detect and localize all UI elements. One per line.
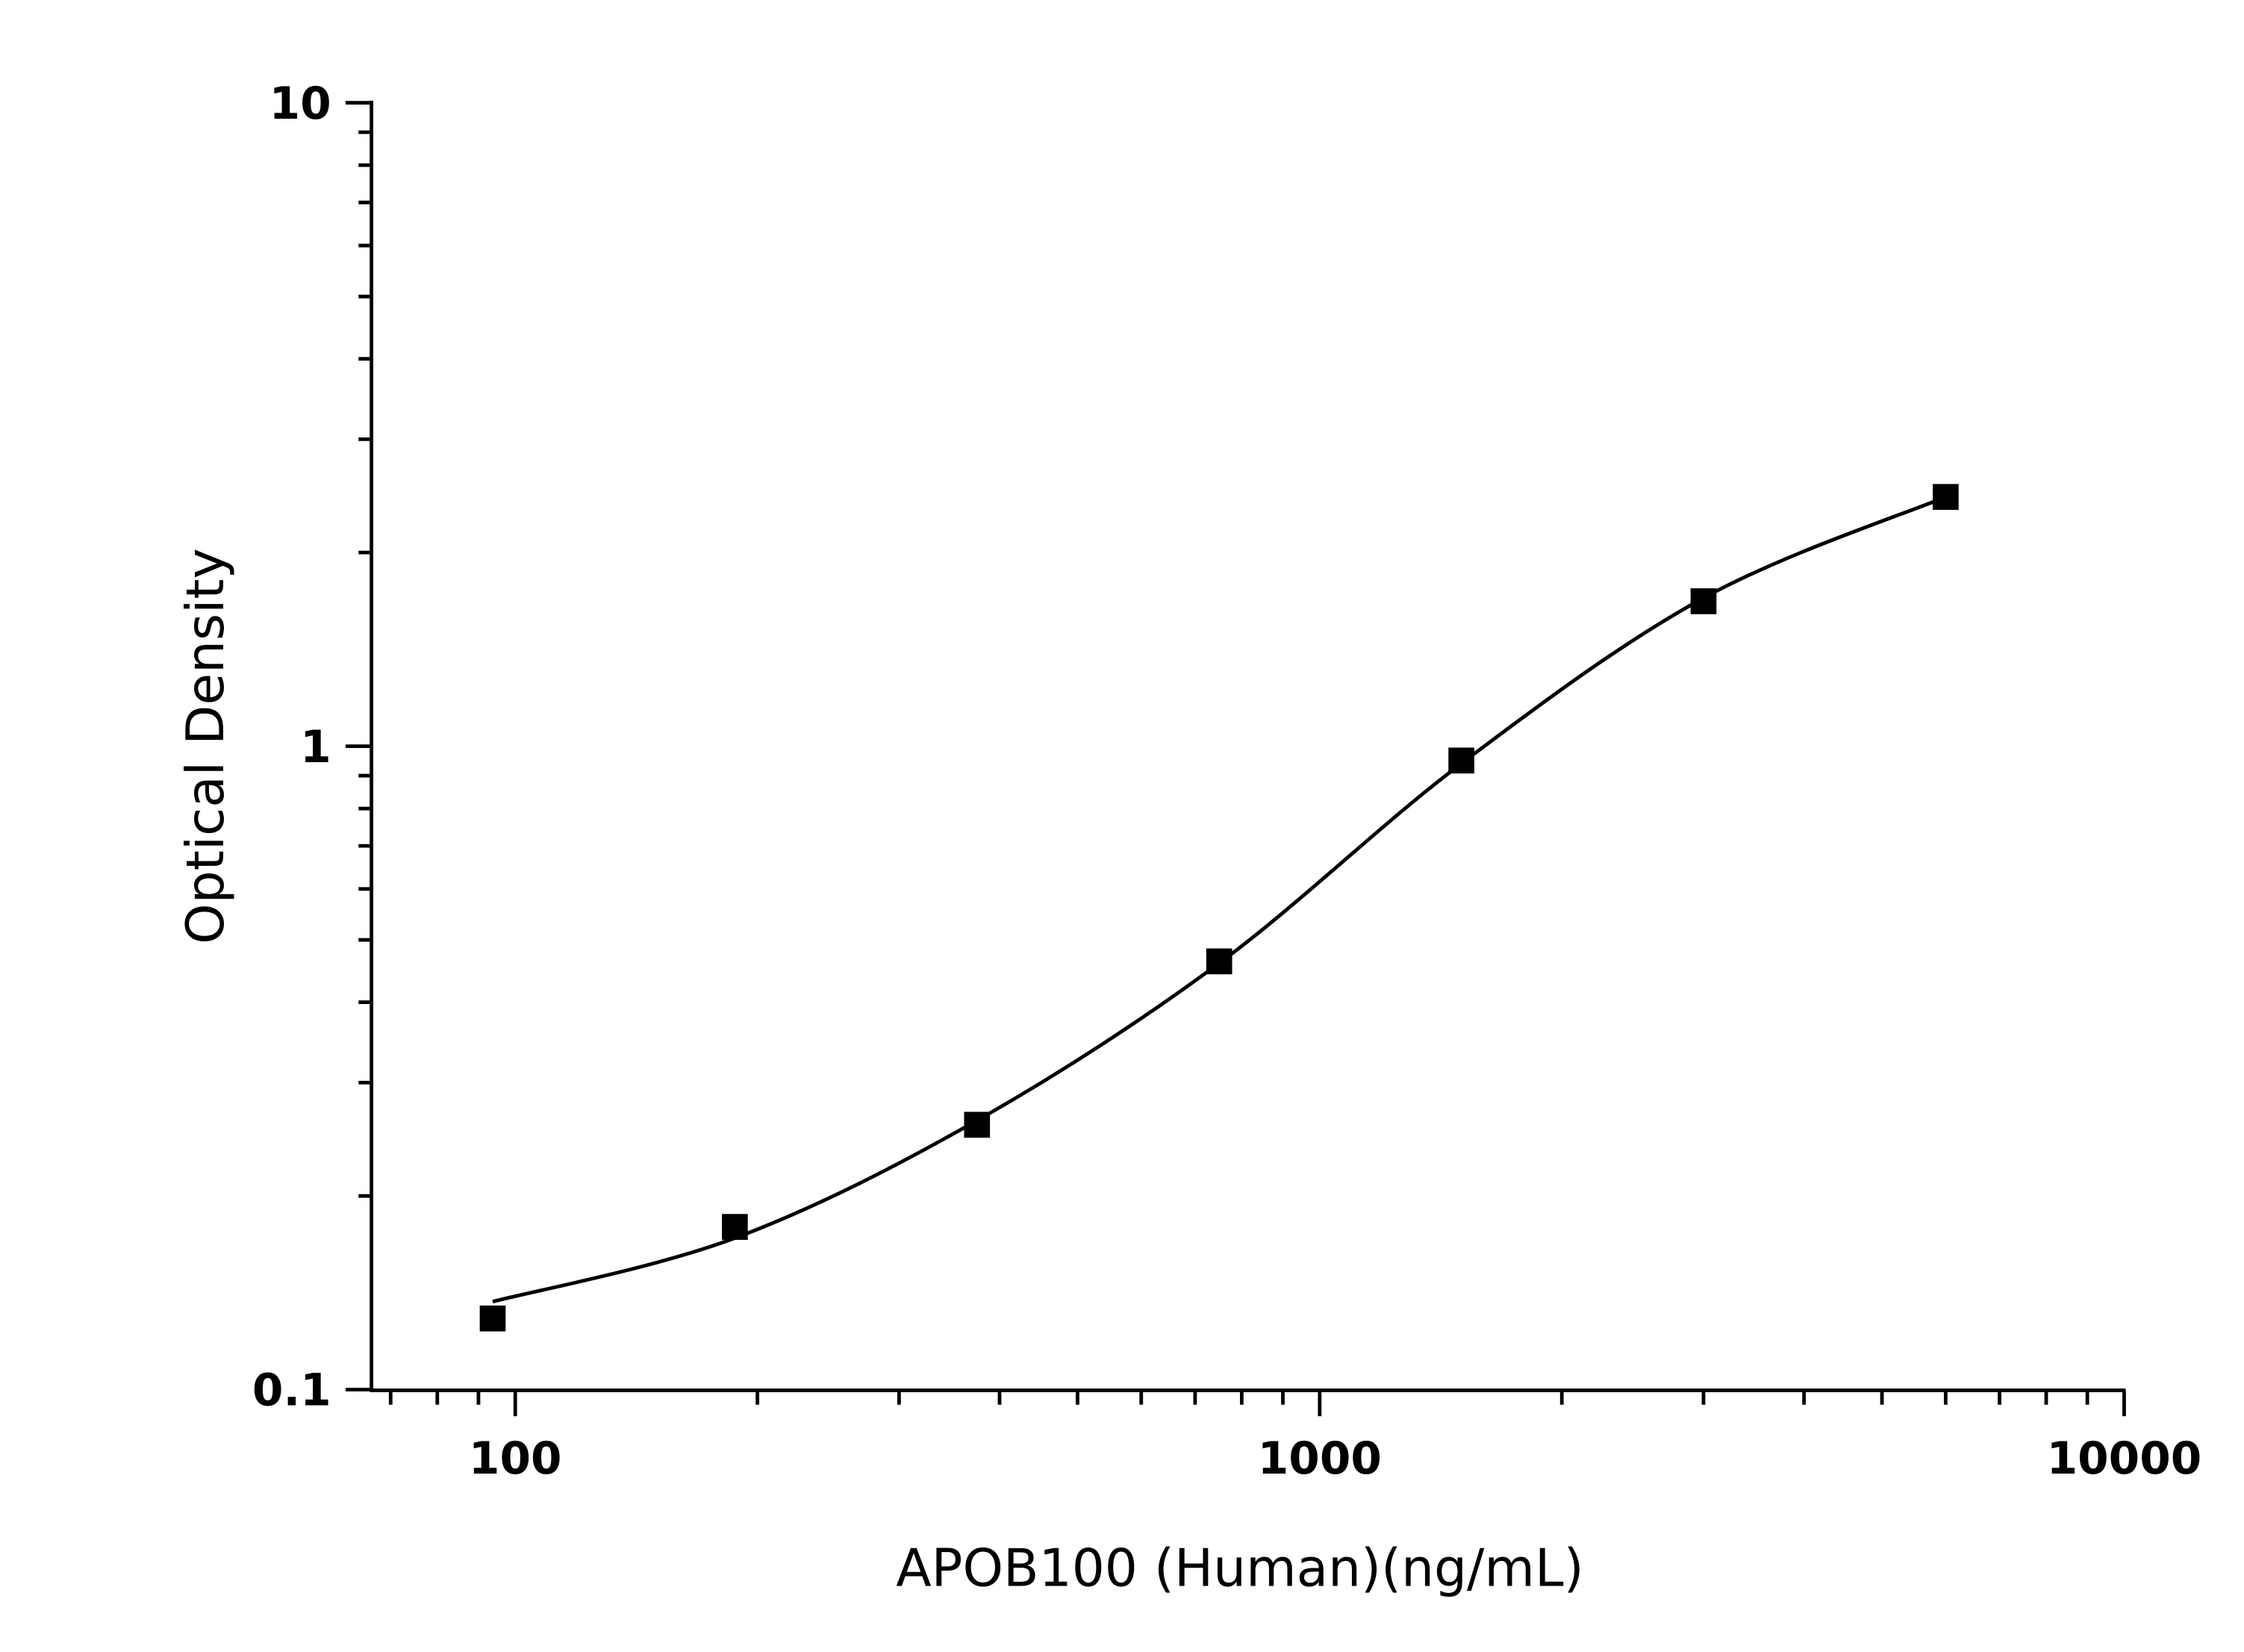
x-axis-title: APOB100 (Human)(ng/mL) (896, 1539, 1583, 1598)
data-point (479, 1305, 506, 1332)
data-point (964, 1112, 991, 1138)
y-axis-title: Optical Density (176, 548, 236, 944)
data-point (1206, 948, 1232, 975)
y-tick-label: 0.1 (252, 1365, 331, 1417)
data-point (1448, 747, 1474, 774)
ticks (345, 101, 2126, 1417)
x-tick-label: 1000 (1258, 1433, 1382, 1485)
data-point (1690, 588, 1717, 614)
tick-labels: 100 1000 10000 0.1 1 10 (252, 78, 2201, 1485)
x-tick-label: 100 (469, 1433, 562, 1485)
y-tick-label: 1 (300, 722, 331, 773)
y-tick-label: 10 (269, 78, 331, 130)
data-points (479, 484, 1959, 1332)
data-point (722, 1214, 748, 1240)
axes (370, 100, 2126, 1392)
x-tick-label: 10000 (2047, 1433, 2202, 1485)
fit-curve (492, 495, 1947, 1303)
data-point (1933, 484, 1959, 511)
